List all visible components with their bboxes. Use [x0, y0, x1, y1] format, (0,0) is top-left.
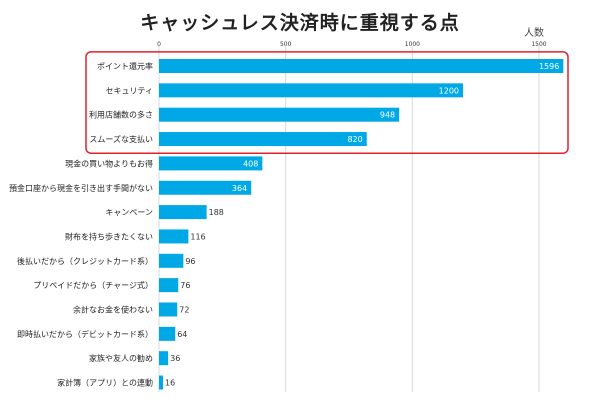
- x-tick-label: 1500: [531, 41, 546, 48]
- bar: [159, 180, 252, 195]
- bar: [159, 253, 184, 268]
- category-label: ポイント還元率: [97, 61, 153, 71]
- value-label: 948: [380, 111, 395, 120]
- value-label: 364: [232, 184, 247, 193]
- bar: [159, 351, 169, 366]
- category-label: 家計簿（アプリ）との連動: [57, 378, 153, 388]
- bar: [159, 375, 164, 390]
- category-label: プリペイドだから（チャージ式）: [33, 280, 153, 290]
- value-label: 36: [170, 354, 180, 363]
- bar: [159, 132, 367, 147]
- category-label: 財布を持ち歩きたくない: [65, 231, 153, 241]
- value-label: 116: [190, 232, 205, 241]
- value-label: 16: [165, 379, 175, 388]
- category-label: 家族や友人の勧め: [89, 353, 153, 363]
- category-label: 預金口座から現金を引き出す手間がない: [9, 183, 153, 193]
- unit-label: 人数: [524, 28, 544, 39]
- bar: [159, 205, 207, 220]
- category-label: セキュリティ: [105, 86, 153, 95]
- chart-title: キャッシュレス決済時に重視する点: [140, 12, 460, 34]
- bar: [159, 107, 400, 122]
- category-label: 余計なお金を使わない: [73, 305, 153, 315]
- x-tick-label: 0: [157, 41, 161, 48]
- bar: [159, 59, 564, 73]
- bar: [159, 302, 178, 317]
- value-label: 1596: [539, 62, 559, 71]
- category-label: 現金の買い物よりもお得: [65, 158, 153, 168]
- category-label: キャンペーン: [105, 208, 153, 217]
- x-tick-label: 500: [280, 41, 292, 48]
- x-tick-label: 1000: [405, 41, 420, 48]
- category-label: 即時払いだから（デビットカード系）: [17, 329, 153, 339]
- value-label: 1200: [439, 86, 459, 95]
- category-label: 後払いだから（クレジットカード系）: [17, 256, 153, 266]
- bar: [159, 229, 189, 244]
- highlight-box: [85, 51, 569, 154]
- bar: [159, 326, 176, 341]
- value-label: 64: [177, 330, 187, 339]
- value-label: 96: [185, 257, 195, 266]
- value-label: 820: [347, 135, 362, 144]
- bar: [159, 278, 179, 293]
- category-label: スムーズな支払い: [89, 134, 153, 144]
- value-label: 72: [179, 306, 189, 315]
- category-label: 利用店舗数の多さ: [89, 110, 153, 120]
- bar: [159, 83, 463, 98]
- bar: [159, 156, 263, 171]
- value-label: 408: [243, 159, 258, 168]
- value-label: 188: [209, 208, 224, 217]
- value-label: 76: [180, 281, 190, 290]
